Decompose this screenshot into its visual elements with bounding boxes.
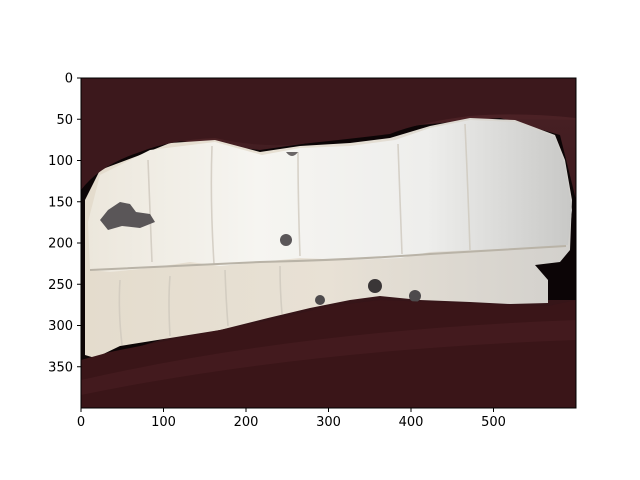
upper-teeth (88, 120, 572, 272)
gray-spot-left (100, 202, 155, 230)
y-tick-label: 300 (48, 319, 73, 334)
x-axis: 0 100 200 300 400 500 (77, 408, 506, 430)
y-tick-label: 250 (48, 278, 73, 293)
y-axis: 0 50 100 150 200 250 300 350 (48, 72, 81, 375)
gray-spot-lower-right (409, 290, 421, 302)
gray-spot-lower-mid (368, 279, 382, 293)
x-tick-label: 0 (77, 415, 85, 430)
y-tick-label: 0 (65, 72, 73, 87)
y-tick-label: 200 (48, 237, 73, 252)
bite-line (89, 245, 567, 271)
gum-shadow-notch (286, 152, 298, 156)
gray-spot-center (280, 234, 292, 246)
y-tick-label: 100 (48, 154, 73, 169)
gray-spot-lower (315, 295, 325, 305)
y-tick-label: 350 (48, 360, 73, 375)
x-tick-label: 200 (234, 415, 259, 430)
teeth-photo (81, 78, 576, 408)
lower-lip-highlight (81, 320, 576, 395)
x-tick-label: 400 (399, 415, 424, 430)
y-tick-label: 150 (48, 195, 73, 210)
x-tick-label: 300 (316, 415, 341, 430)
x-tick-label: 100 (151, 415, 176, 430)
upper-lip (81, 78, 576, 190)
y-tick-label: 50 (56, 113, 73, 128)
tooth-gaps (118, 123, 471, 346)
x-tick-label: 500 (481, 415, 506, 430)
